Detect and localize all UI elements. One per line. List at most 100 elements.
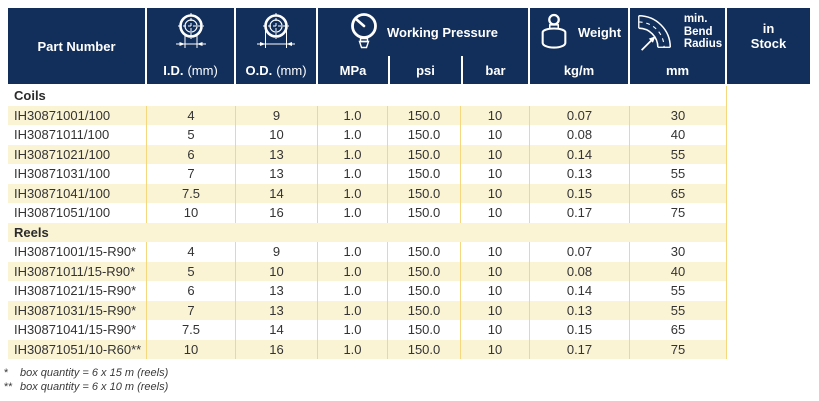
bend-line-3: Radius — [683, 38, 723, 51]
footnote-1-text: box quantity = 6 x 15 m (reels) — [20, 367, 169, 379]
value-cell: 0.07 — [530, 242, 630, 262]
value-cell: 16 — [236, 203, 318, 223]
value-cell: 13 — [236, 164, 318, 184]
stock-cell — [727, 242, 810, 262]
value-cell: 14 — [236, 320, 318, 340]
id-unit-label: I.D. (mm) — [147, 56, 234, 84]
footnote-1: * box quantity = 6 x 15 m (reels) — [4, 366, 810, 380]
value-cell: 65 — [630, 320, 727, 340]
table-header: Part Number — [8, 8, 810, 84]
col-header-psi: psi — [388, 56, 461, 84]
table-row: IH30871041/100 7.5 14 1.0 150.0 10 0.15 65 — [8, 183, 810, 203]
value-cell: 1.0 — [318, 164, 388, 184]
value-cell: 7.5 — [147, 320, 236, 340]
value-cell: 1.0 — [318, 281, 388, 301]
part-number-cell: IH30871051/100 — [8, 203, 147, 223]
table-row: IH30871051/10-R60** 10 16 1.0 150.0 10 0.17 75 — [8, 339, 810, 359]
part-number-cell: IH30871041/15-R90* — [8, 320, 147, 340]
value-cell: 150.0 — [388, 261, 461, 281]
od-cross-section-icon — [236, 8, 316, 56]
id-abbr: I.D. — [163, 62, 184, 78]
section-label: Coils — [8, 86, 727, 106]
value-cell: 10 — [461, 339, 530, 359]
table-row: IH30871031/100 7 13 1.0 150.0 10 0.13 55 — [8, 164, 810, 184]
weight-title-zone: Weight — [530, 8, 628, 56]
value-cell: 150.0 — [388, 203, 461, 223]
value-cell: 30 — [630, 105, 727, 125]
value-cell: 16 — [236, 339, 318, 359]
value-cell: 1.0 — [318, 105, 388, 125]
value-cell: 55 — [630, 144, 727, 164]
value-cell: 150.0 — [388, 125, 461, 145]
stock-cell — [727, 203, 810, 223]
part-number-cell: IH30871031/100 — [8, 164, 147, 184]
stock-cell — [727, 261, 810, 281]
value-cell: 150.0 — [388, 300, 461, 320]
value-cell: 13 — [236, 300, 318, 320]
footnotes: * box quantity = 6 x 15 m (reels) ** box… — [4, 366, 810, 394]
value-cell: 55 — [630, 300, 727, 320]
weight-unit-label: kg/m — [563, 62, 595, 78]
value-cell: 75 — [630, 203, 727, 223]
value-cell: 10 — [147, 339, 236, 359]
table-row: IH30871031/15-R90* 7 13 1.0 150.0 10 0.13 55 — [8, 300, 810, 320]
value-cell: 55 — [630, 164, 727, 184]
value-cell: 55 — [630, 281, 727, 301]
od-unit-label: O.D. (mm) — [236, 56, 316, 84]
value-cell: 150.0 — [388, 164, 461, 184]
value-cell: 4 — [147, 242, 236, 262]
value-cell: 5 — [147, 261, 236, 281]
value-cell: 10 — [461, 242, 530, 262]
value-cell: 10 — [461, 203, 530, 223]
value-cell: 10 — [147, 203, 236, 223]
table-row: IH30871021/100 6 13 1.0 150.0 10 0.14 55 — [8, 144, 810, 164]
col-header-working-pressure: Working Pressure MPa psi bar — [318, 8, 530, 84]
value-cell: 0.13 — [530, 164, 630, 184]
value-cell: 10 — [461, 183, 530, 203]
value-cell: 1.0 — [318, 183, 388, 203]
value-cell: 7 — [147, 300, 236, 320]
col-header-bar: bar — [461, 56, 528, 84]
value-cell: 13 — [236, 144, 318, 164]
col-header-in-stock: in Stock — [727, 8, 810, 84]
value-cell: 6 — [147, 144, 236, 164]
working-pressure-units: MPa psi bar — [318, 56, 528, 84]
value-cell: 9 — [236, 105, 318, 125]
value-cell: 10 — [461, 164, 530, 184]
part-number-cell: IH30871021/15-R90* — [8, 281, 147, 301]
value-cell: 1.0 — [318, 261, 388, 281]
part-number-cell: IH30871051/10-R60** — [8, 339, 147, 359]
value-cell: 1.0 — [318, 320, 388, 340]
value-cell: 10 — [461, 281, 530, 301]
section-row: Reels — [8, 222, 810, 242]
table-row: IH30871011/100 5 10 1.0 150.0 10 0.08 40 — [8, 125, 810, 145]
weight-icon — [537, 11, 571, 53]
working-pressure-title-zone: Working Pressure — [318, 8, 528, 56]
part-number-label: Part Number — [37, 38, 116, 54]
stock-cell — [727, 222, 810, 242]
part-number-cell: IH30871031/15-R90* — [8, 300, 147, 320]
stock-cell — [727, 320, 810, 340]
value-cell: 13 — [236, 281, 318, 301]
footnote-2-text: box quantity = 6 x 10 m (reels) — [20, 381, 169, 393]
value-cell: 1.0 — [318, 144, 388, 164]
value-cell: 0.14 — [530, 281, 630, 301]
part-number-cell: IH30871011/100 — [8, 125, 147, 145]
value-cell: 0.14 — [530, 144, 630, 164]
stock-cell — [727, 164, 810, 184]
bend-title-zone: min. Bend Radius — [630, 8, 725, 56]
col-header-id: I.D. (mm) — [147, 8, 236, 84]
working-pressure-label: Working Pressure — [386, 24, 499, 40]
value-cell: 0.08 — [530, 125, 630, 145]
part-number-cell: IH30871001/15-R90* — [8, 242, 147, 262]
bend-radius-label: min. Bend Radius — [684, 13, 722, 51]
table-row: IH30871001/15-R90* 4 9 1.0 150.0 10 0.07 30 — [8, 242, 810, 262]
stock-cell — [727, 339, 810, 359]
value-cell: 10 — [461, 144, 530, 164]
value-cell: 75 — [630, 339, 727, 359]
value-cell: 1.0 — [318, 125, 388, 145]
value-cell: 14 — [236, 183, 318, 203]
weight-label: Weight — [577, 24, 622, 40]
value-cell: 10 — [461, 105, 530, 125]
